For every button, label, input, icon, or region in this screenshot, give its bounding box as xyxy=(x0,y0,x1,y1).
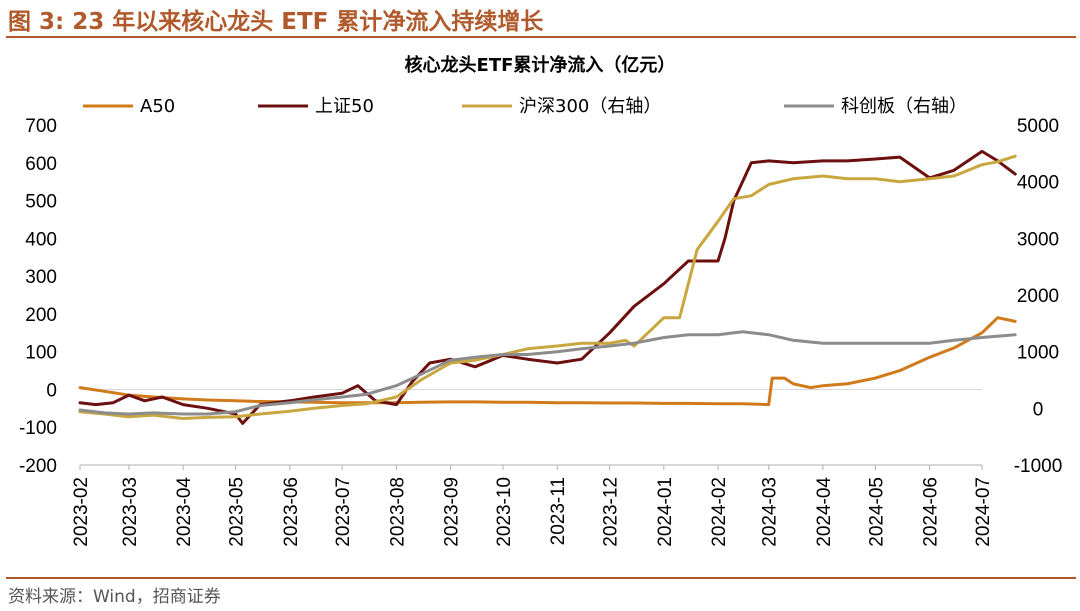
legend-label: 沪深300（右轴） xyxy=(519,96,661,117)
source-divider xyxy=(6,577,1076,579)
x-tick-label: 2024-06 xyxy=(921,477,942,547)
y-right-tick-label: 5000 xyxy=(1017,116,1059,137)
title-divider xyxy=(6,36,1076,38)
x-tick-label: 2024-05 xyxy=(866,477,887,547)
source-note: 资料来源：Wind，招商证券 xyxy=(8,587,221,607)
y-right-tick-label: 1000 xyxy=(1017,343,1059,364)
x-tick-label: 2023-05 xyxy=(227,477,248,547)
x-tick-label: 2024-02 xyxy=(709,477,730,547)
y-right-tick-label: 2000 xyxy=(1017,286,1059,307)
x-tick-label: 2023-07 xyxy=(333,477,354,547)
series-lines xyxy=(78,149,1017,425)
y-right-tick-label: -1000 xyxy=(1014,456,1063,477)
x-tick-label: 2023-08 xyxy=(387,477,408,547)
line-chart: 核心龙头ETF累计净流入（亿元） A50 上证50 沪深300（右轴） 科创板（右轴）… xyxy=(19,54,1062,547)
y-left-tick-label: 200 xyxy=(25,305,57,326)
y-left-tick-label: 400 xyxy=(25,229,57,250)
series-line-3 xyxy=(78,330,1017,416)
x-tick-label: 2024-07 xyxy=(973,477,994,547)
y-left-tick-label: 0 xyxy=(46,380,57,401)
x-tick-label: 2023-10 xyxy=(494,477,515,547)
legend-label: 上证50 xyxy=(315,96,374,117)
y-left-tick-label: 300 xyxy=(25,267,57,288)
x-tick-label: 2023-02 xyxy=(71,477,92,547)
x-tick-label: 2023-04 xyxy=(174,477,195,547)
y-right-tick-label: 3000 xyxy=(1017,229,1059,250)
y-left-tick-label: 700 xyxy=(25,116,57,137)
y-left-tick-label: 500 xyxy=(25,192,57,213)
legend-label: A50 xyxy=(140,96,175,117)
x-tick-label: 2023-11 xyxy=(548,477,569,545)
y-left-tick-label: -100 xyxy=(19,418,57,439)
series-line-1 xyxy=(78,149,1017,425)
y-right-tick-label: 0 xyxy=(1033,399,1044,420)
y-left-tick-label: 100 xyxy=(25,343,57,364)
x-tick-label: 2023-03 xyxy=(120,477,141,547)
figure-title: 图 3: 23 年以来核心龙头 ETF 累计净流入持续增长 xyxy=(8,9,544,35)
x-tick-label: 2024-04 xyxy=(814,477,835,547)
legend: A50 上证50 沪深300（右轴） 科创板（右轴） xyxy=(83,96,967,117)
legend-label: 科创板（右轴） xyxy=(841,96,967,117)
x-tick-label: 2023-09 xyxy=(442,477,463,547)
series-line-2 xyxy=(78,154,1017,420)
series-line-0 xyxy=(78,316,1017,407)
y-left-tick-label: 600 xyxy=(25,154,57,175)
chart-title: 核心龙头ETF累计净流入（亿元） xyxy=(405,54,676,76)
x-tick-label: 2023-12 xyxy=(601,477,622,547)
x-tick-label: 2024-03 xyxy=(760,477,781,547)
y-right-tick-label: 4000 xyxy=(1017,173,1059,194)
x-tick-label: 2024-01 xyxy=(655,477,676,547)
axes: 7006005004003002001000-100-2005000400030… xyxy=(19,116,1062,547)
x-tick-label: 2023-06 xyxy=(281,477,302,547)
y-left-tick-label: -200 xyxy=(19,456,57,477)
